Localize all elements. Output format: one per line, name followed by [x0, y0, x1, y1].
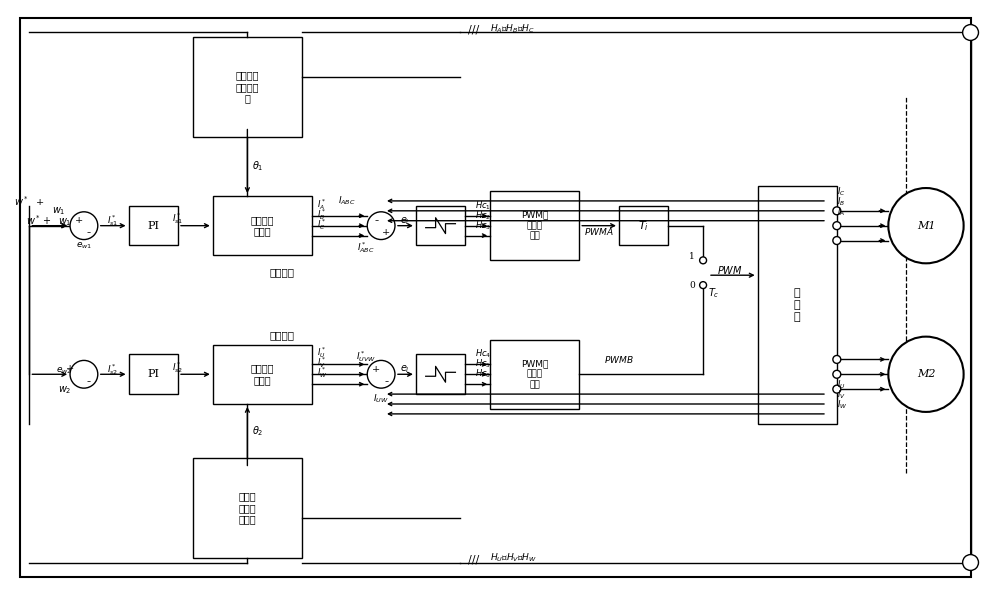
Text: $T_c$: $T_c$: [708, 286, 720, 300]
Circle shape: [367, 212, 395, 240]
Text: $I^*_{s2}$: $I^*_{s2}$: [172, 360, 184, 375]
Text: M1: M1: [917, 221, 935, 231]
Text: $w_1$: $w_1$: [52, 205, 66, 217]
Text: $I_U$: $I_U$: [837, 378, 845, 391]
Text: -: -: [87, 226, 91, 239]
Text: $I^*_{ABC}$: $I^*_{ABC}$: [357, 240, 375, 255]
Text: +: +: [382, 228, 390, 237]
Text: $I^*_W$: $I^*_W$: [317, 365, 327, 380]
Bar: [416, 355, 465, 394]
Text: PWM产
生单元
第一: PWM产 生单元 第一: [521, 211, 548, 240]
Text: $PWM$: $PWM$: [717, 264, 743, 276]
Text: $I_A$: $I_A$: [837, 205, 845, 218]
Bar: [213, 196, 312, 255]
Text: $I^*_{s1}$: $I^*_{s1}$: [107, 213, 119, 228]
Text: PI: PI: [147, 369, 159, 379]
Circle shape: [963, 24, 978, 40]
Text: $I^*_A$: $I^*_A$: [317, 197, 326, 212]
Text: 参考电流
发生器: 参考电流 发生器: [250, 215, 274, 236]
Circle shape: [700, 281, 707, 289]
Text: $I^*_V$: $I^*_V$: [317, 355, 326, 370]
Text: $I_W$: $I_W$: [837, 399, 847, 411]
Text: +: +: [66, 364, 74, 373]
Text: $w^*$  +: $w^*$ +: [14, 194, 45, 208]
Circle shape: [700, 257, 707, 264]
Text: 第二支路: 第二支路: [270, 330, 295, 340]
Text: -: -: [87, 375, 91, 388]
Circle shape: [70, 212, 98, 240]
Circle shape: [963, 555, 978, 571]
Text: $I^*_{s2}$: $I^*_{s2}$: [107, 362, 119, 377]
Circle shape: [833, 237, 841, 245]
Text: $I^*_U$: $I^*_U$: [317, 346, 326, 361]
Bar: [490, 191, 579, 261]
Text: $Hc_1$: $Hc_1$: [475, 199, 491, 212]
Text: 第一支路: 第一支路: [270, 267, 295, 277]
Bar: [193, 459, 302, 558]
Circle shape: [70, 361, 98, 388]
Text: $H_A$、$H_B$、$H_C$: $H_A$、$H_B$、$H_C$: [490, 22, 535, 35]
Circle shape: [833, 222, 841, 230]
Text: $Hc_3$: $Hc_3$: [475, 219, 491, 231]
Text: $T_i$: $T_i$: [638, 219, 649, 233]
Text: M2: M2: [917, 369, 935, 379]
Text: 1: 1: [689, 252, 695, 261]
Text: $e_i$: $e_i$: [400, 364, 410, 375]
Circle shape: [833, 207, 841, 215]
Text: ///: ///: [468, 24, 480, 35]
Bar: [758, 186, 837, 424]
Text: $Hc_6$: $Hc_6$: [475, 368, 491, 380]
Circle shape: [888, 188, 964, 264]
Text: $H_U$、$H_V$、$H_W$: $H_U$、$H_V$、$H_W$: [490, 552, 537, 564]
Circle shape: [833, 355, 841, 364]
Text: 0: 0: [689, 281, 695, 290]
Text: $e_i$: $e_i$: [400, 215, 410, 227]
Bar: [619, 206, 668, 246]
Text: +: +: [75, 216, 83, 226]
Text: $PWMB$: $PWMB$: [604, 354, 634, 365]
Text: $I_V$: $I_V$: [837, 389, 846, 401]
Text: $I^*_B$: $I^*_B$: [317, 207, 326, 222]
Text: $w_2$: $w_2$: [58, 384, 72, 396]
Text: $Hc_4$: $Hc_4$: [475, 348, 492, 361]
Text: $w^*+$: $w^*+$: [26, 213, 52, 227]
Text: 逆
变
器: 逆 变 器: [794, 289, 801, 321]
Text: $w_1$: $w_1$: [58, 216, 72, 228]
Text: 参考电流
发生器: 参考电流 发生器: [250, 364, 274, 385]
Bar: [193, 37, 302, 136]
Circle shape: [833, 370, 841, 378]
Text: $I^*_C$: $I^*_C$: [317, 217, 326, 231]
Text: -: -: [384, 375, 388, 388]
Text: 位置和转
速产生单
元: 位置和转 速产生单 元: [236, 70, 259, 104]
Text: +: +: [372, 365, 380, 374]
Text: $Hc_2$: $Hc_2$: [475, 209, 491, 222]
Bar: [129, 206, 178, 246]
Text: $\theta_1$: $\theta_1$: [252, 159, 264, 173]
Text: $\theta_2$: $\theta_2$: [252, 424, 264, 438]
Text: $I^*_{UVW}$: $I^*_{UVW}$: [356, 349, 376, 364]
Text: $PWMA$: $PWMA$: [584, 226, 614, 237]
Text: $I_C$: $I_C$: [837, 186, 845, 198]
Text: ///: ///: [468, 555, 480, 565]
Text: $I_{ABC}$: $I_{ABC}$: [338, 195, 355, 207]
Text: -: -: [374, 214, 378, 227]
Text: $e_{w2}$: $e_{w2}$: [56, 365, 72, 375]
Text: $Hc_5$: $Hc_5$: [475, 358, 491, 370]
Circle shape: [833, 385, 841, 393]
Text: $I_B$: $I_B$: [837, 195, 845, 208]
Text: PI: PI: [147, 221, 159, 231]
Circle shape: [888, 337, 964, 412]
Circle shape: [367, 361, 395, 388]
Bar: [490, 340, 579, 409]
Text: $I^*_{s1}$: $I^*_{s1}$: [172, 211, 184, 226]
Bar: [129, 355, 178, 394]
Bar: [416, 206, 465, 246]
Text: 位置和
转速产
生单元: 位置和 转速产 生单元: [239, 491, 256, 525]
Text: PWM产
生单元
第二: PWM产 生单元 第二: [521, 359, 548, 389]
Bar: [213, 345, 312, 404]
Text: $e_{w1}$: $e_{w1}$: [76, 240, 92, 250]
Text: $I_{UW}$: $I_{UW}$: [373, 393, 389, 405]
